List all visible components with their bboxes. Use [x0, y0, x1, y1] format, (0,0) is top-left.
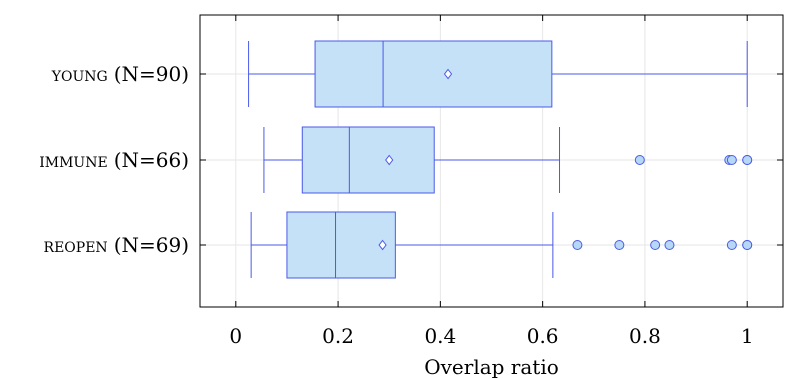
mean-marker — [385, 154, 394, 166]
x-tick-label: 0.2 — [322, 324, 354, 348]
outlier-point — [742, 155, 753, 165]
category-labels: young (N=90) immune (N=66) reopen (N=69) — [39, 62, 189, 257]
outlier-point — [634, 155, 645, 165]
mean-marker — [443, 68, 453, 80]
iqr-box — [301, 126, 435, 194]
box-group — [263, 126, 753, 194]
outlier-point — [742, 240, 753, 250]
outlier-point — [650, 240, 661, 250]
outlier-point — [572, 240, 583, 250]
category-label: reopen (N=69) — [44, 233, 189, 257]
mean-marker — [378, 239, 387, 251]
category-name: immune — [39, 148, 107, 172]
iqr-box — [286, 211, 396, 279]
axis-ticks — [200, 15, 783, 307]
x-axis-title: Overlap ratio — [424, 355, 559, 379]
category-label: young (N=90) — [51, 62, 189, 86]
x-tick-label: 0.4 — [424, 324, 456, 348]
boxes — [248, 40, 753, 279]
category-count: (N=66) — [114, 148, 189, 172]
x-tick-label: 1 — [741, 324, 754, 348]
category-label: immune (N=66) — [39, 148, 189, 172]
category-count: (N=90) — [114, 62, 189, 86]
plot-frame — [199, 14, 784, 308]
category-name: young — [51, 62, 108, 86]
outlier-point — [664, 240, 675, 250]
outlier-point — [726, 155, 737, 165]
outlier-point — [614, 240, 625, 250]
category-count: (N=69) — [114, 233, 189, 257]
category-name: reopen — [44, 233, 108, 257]
iqr-box — [314, 40, 553, 108]
x-tick-label: 0.8 — [629, 324, 661, 348]
outlier-point — [726, 240, 737, 250]
box-group — [250, 211, 753, 279]
x-tick-label: 0 — [229, 324, 242, 348]
box-group — [248, 40, 748, 108]
x-tick-label: 0.6 — [527, 324, 559, 348]
x-tick-labels: 0 0.2 0.4 0.6 0.8 1 — [229, 324, 753, 348]
